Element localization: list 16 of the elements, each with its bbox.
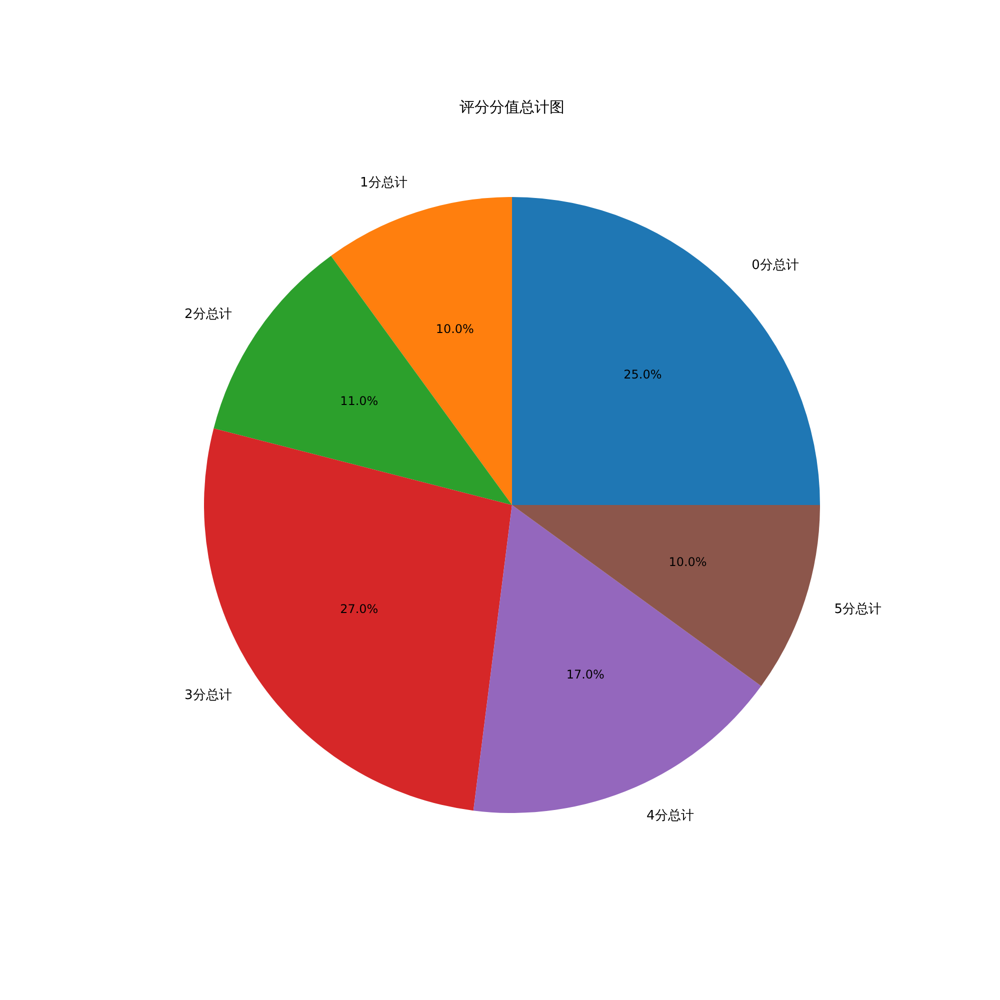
data-label: 27.0% <box>340 602 378 616</box>
data-label: 17.0% <box>566 668 604 682</box>
slice-label: 5分总计 <box>834 602 882 618</box>
slice-label: 2分总计 <box>184 307 232 322</box>
data-label: 25.0% <box>624 367 662 382</box>
slice-label: 3分总计 <box>184 688 232 703</box>
slice-label: 1分总计 <box>360 175 408 190</box>
pie-slice <box>512 197 820 505</box>
chart-title: 评分分值总计图 <box>460 98 564 116</box>
pie-slice <box>512 505 820 686</box>
data-label: 10.0% <box>436 322 474 336</box>
slice-label: 4分总计 <box>646 808 694 824</box>
data-label: 10.0% <box>668 555 707 570</box>
data-label: 11.0% <box>340 394 378 408</box>
pie-slice <box>330 197 512 505</box>
slice-label: 0分总计 <box>752 258 799 273</box>
